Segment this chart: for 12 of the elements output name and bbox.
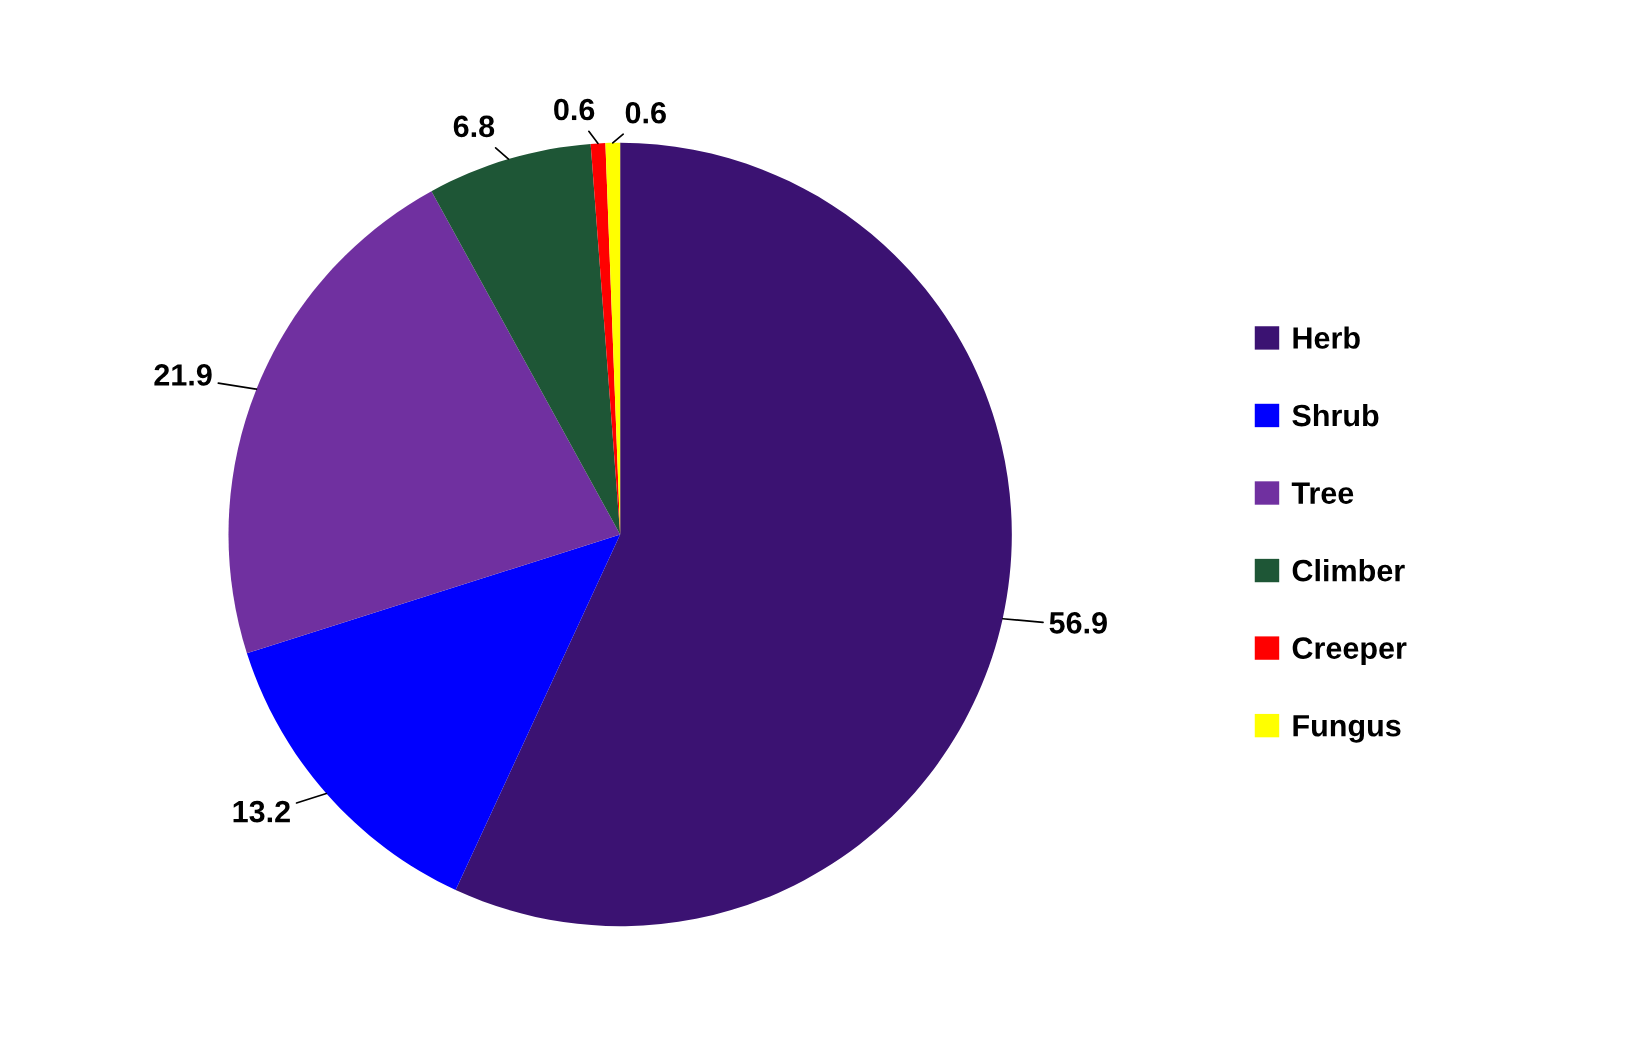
legend-label: Creeper bbox=[1292, 637, 1407, 666]
legend-label: Climber bbox=[1292, 559, 1405, 582]
legend-label: Tree bbox=[1291, 482, 1354, 504]
data-label: 56.9 bbox=[1049, 612, 1107, 634]
data-label: 0.6 bbox=[554, 98, 595, 121]
legend-label: Herb bbox=[1293, 326, 1360, 349]
data-label: 21.9 bbox=[154, 364, 212, 386]
data-label: 0.6 bbox=[625, 101, 666, 124]
data-label: 13.2 bbox=[233, 800, 290, 823]
legend-label: Shrub bbox=[1292, 403, 1379, 427]
data-label: 6.8 bbox=[453, 115, 495, 138]
legend-label: Fungus bbox=[1293, 715, 1401, 743]
